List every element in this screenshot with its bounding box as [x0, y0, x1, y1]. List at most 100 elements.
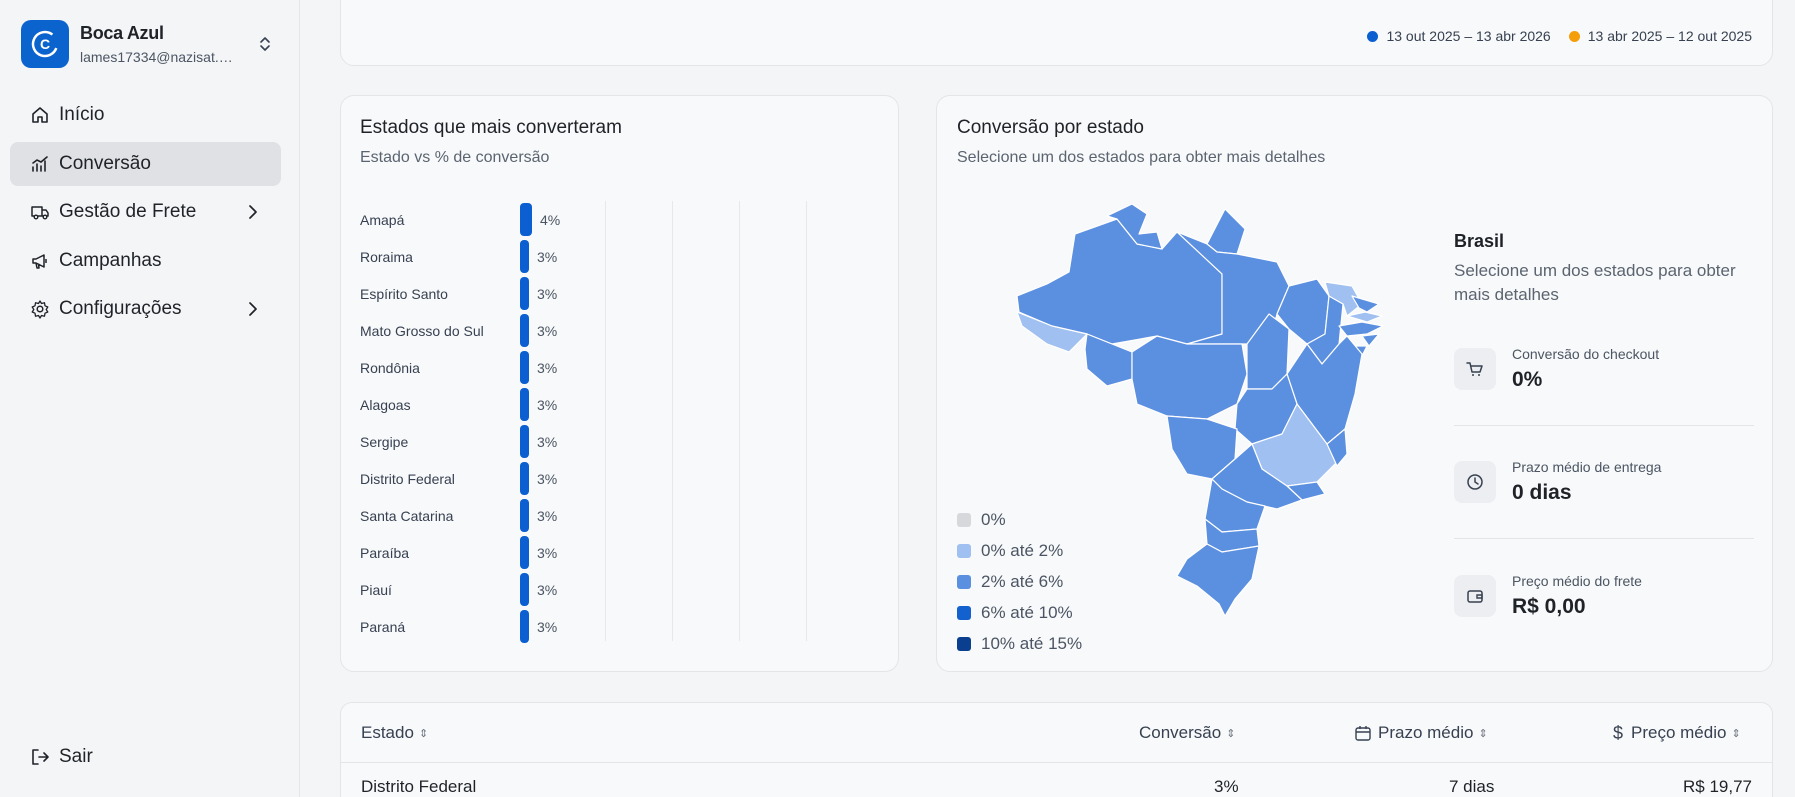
chevron-right-icon	[249, 302, 257, 316]
state-pernambuco[interactable]	[1338, 321, 1384, 337]
state-roraima[interactable]	[1106, 204, 1163, 250]
metric-value: 0%	[1512, 368, 1543, 391]
column-header-estado[interactable]: Estado ⇕	[361, 703, 428, 763]
bar-label: Amapá	[360, 211, 405, 228]
bar-label: Distrito Federal	[360, 470, 455, 487]
region-title: Brasil	[1454, 231, 1505, 251]
bar-row[interactable]: Paraná 3%	[360, 608, 880, 645]
bar-label: Espírito Santo	[360, 285, 448, 302]
legend-swatch	[957, 636, 971, 651]
account-name: Boca Azul	[80, 23, 164, 43]
calendar-icon	[1355, 726, 1371, 741]
state-rio-grande-do-norte[interactable]	[1351, 295, 1380, 313]
state-rio-grande-do-sul[interactable]	[1176, 543, 1260, 617]
chart-icon	[30, 154, 50, 174]
account-email: lames17334@nazisat.…	[80, 49, 233, 65]
state-rondonia[interactable]	[1084, 333, 1133, 387]
sidebar-item-campanhas[interactable]: Campanhas	[10, 239, 281, 283]
card-title: Conversão por estado	[957, 117, 1144, 138]
state-espirito-santo[interactable]	[1326, 428, 1348, 467]
bar-row[interactable]: Santa Catarina 3%	[360, 497, 880, 534]
state-acre[interactable]	[1016, 311, 1088, 353]
bar-label: Paraíba	[360, 544, 410, 561]
map-legend-item: 6% até 10%	[957, 597, 1082, 628]
bar-row[interactable]: Rondônia 3%	[360, 349, 880, 386]
bar-value-label: 3%	[537, 581, 558, 598]
bar-row[interactable]: Distrito Federal 3%	[360, 460, 880, 497]
sort-icon: ⇕	[1731, 727, 1741, 740]
sidebar-item-configuracoes[interactable]: Configurações	[10, 287, 281, 331]
bar-row[interactable]: Mato Grosso do Sul 3%	[360, 312, 880, 349]
bar[interactable]	[520, 351, 529, 384]
column-header-prazo[interactable]: Prazo médio ⇕	[1354, 703, 1488, 763]
chevron-right-icon	[249, 205, 257, 219]
cell-preco: R$ 19,77	[1683, 777, 1752, 796]
column-header-label: Preço médio	[1631, 723, 1727, 742]
gridline	[672, 201, 673, 641]
megaphone-icon	[30, 251, 50, 271]
bar-row[interactable]: Amapá 4%	[360, 201, 880, 238]
legend-dot	[1568, 30, 1580, 42]
bar-value-label: 3%	[537, 359, 558, 376]
period-legend-label: 13 abr 2025 – 12 out 2025	[1587, 28, 1752, 44]
period-legend-label: 13 out 2025 – 13 abr 2026	[1386, 28, 1551, 44]
svg-text:C: C	[40, 36, 50, 52]
logout-button[interactable]: Sair	[30, 746, 93, 768]
table-row[interactable]: Distrito Federal 3% 7 dias R$ 19,77	[341, 763, 1772, 797]
bar-value-label: 3%	[537, 470, 558, 487]
map-legend-item: 2% até 6%	[957, 566, 1082, 597]
bar[interactable]	[520, 610, 529, 643]
card-subtitle: Estado vs % de conversão	[360, 149, 550, 166]
bar[interactable]	[520, 462, 529, 495]
bar[interactable]	[520, 573, 529, 606]
bar[interactable]	[520, 240, 529, 273]
region-detail-panel: Brasil Selecione um dos estados para obt…	[1454, 231, 1754, 652]
bar-value-label: 3%	[537, 396, 558, 413]
state-amapa[interactable]	[1206, 208, 1246, 255]
region-subtitle: Selecione um dos estados para obter mais…	[1454, 261, 1736, 304]
bar-row[interactable]: Piauí 3%	[360, 571, 880, 608]
chevron-up-down-icon	[260, 37, 270, 51]
legend-swatch	[957, 512, 971, 527]
bar-label: Roraima	[360, 248, 413, 265]
bar[interactable]	[520, 388, 529, 421]
bar-row[interactable]: Sergipe 3%	[360, 423, 880, 460]
state-paraiba[interactable]	[1346, 311, 1383, 323]
logout-label: Sair	[59, 746, 93, 767]
bar-row[interactable]: Roraima 3%	[360, 238, 880, 275]
bar-chart: Amapá 4% Roraima 3% Espírito Santo 3% Mato Gro…	[360, 201, 880, 645]
card-title: Estados que mais converteram	[360, 117, 622, 138]
bar[interactable]	[520, 499, 529, 532]
account-switcher[interactable]: C Boca Azul lames17334@nazisat.…	[21, 19, 275, 69]
bar[interactable]	[520, 203, 532, 236]
bar-row[interactable]: Paraíba 3%	[360, 534, 880, 571]
column-header-preco[interactable]: $ Preço médio ⇕	[1613, 703, 1741, 763]
bar[interactable]	[520, 536, 529, 569]
metric-value: R$ 0,00	[1512, 594, 1586, 618]
sidebar: C Boca Azul lames17334@nazisat.… Início …	[0, 0, 300, 797]
sidebar-item-conversao[interactable]: Conversão	[10, 141, 281, 186]
logout-icon	[32, 749, 49, 765]
legend-swatch	[957, 574, 971, 589]
period-legend-current: 13 out 2025 – 13 abr 2026	[1367, 28, 1551, 44]
wallet-icon	[1454, 574, 1496, 617]
bar-row[interactable]: Espírito Santo 3%	[360, 275, 880, 312]
sidebar-item-inicio[interactable]: Início	[10, 93, 281, 137]
bar-value-label: 3%	[537, 285, 558, 302]
cart-icon	[1454, 348, 1496, 390]
metric-label: Prazo médio de entrega	[1512, 459, 1662, 475]
bar-row[interactable]: Alagoas 3%	[360, 386, 880, 423]
legend-dot	[1367, 30, 1379, 42]
bar[interactable]	[520, 314, 529, 347]
sort-icon: ⇕	[1478, 727, 1488, 740]
bar[interactable]	[520, 425, 529, 458]
sidebar-item-label: Conversão	[59, 152, 151, 174]
sidebar-item-gestao-de-frete[interactable]: Gestão de Frete	[10, 190, 281, 234]
column-header-conversao[interactable]: Conversão ⇕	[1139, 703, 1235, 763]
state-alagoas[interactable]	[1361, 333, 1380, 347]
sidebar-item-label: Campanhas	[59, 249, 162, 271]
bar[interactable]	[520, 277, 529, 310]
state-mato-grosso[interactable]	[1131, 335, 1248, 420]
period-comparison-card: 13 out 2025 – 13 abr 2026 13 abr 2025 – …	[340, 0, 1773, 66]
metric-average-shipping-price: Preço médio do frete R$ 0,00	[1454, 539, 1754, 652]
